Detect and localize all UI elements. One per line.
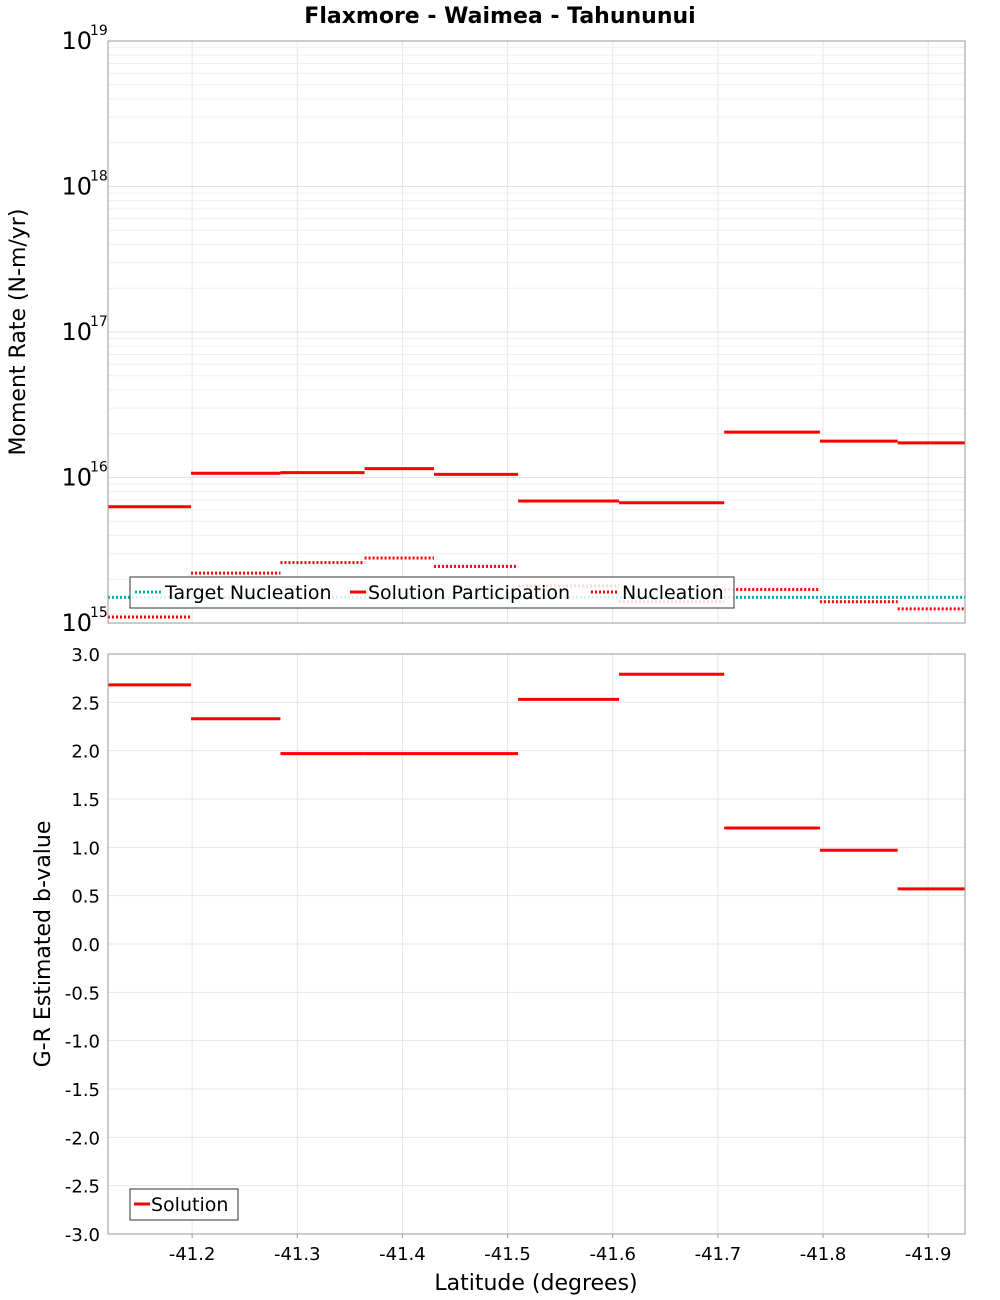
x-tick-label: -41.8: [800, 1244, 847, 1265]
y-tick-label: 10: [61, 464, 92, 492]
y-tick-label: 10: [61, 318, 92, 346]
chart-title: Flaxmore - Waimea - Tahununui: [304, 4, 695, 29]
b-value-series: [108, 672, 965, 891]
y-tick-label: 10: [61, 609, 92, 637]
moment-rate-legend: Target Nucleation Solution Participation N…: [129, 576, 735, 609]
legend-box: [129, 576, 735, 609]
x-tick-label: -41.9: [905, 1244, 952, 1265]
legend-entry-label: Target Nucleation: [164, 582, 332, 604]
y-tick-exponent: 16: [90, 460, 108, 476]
b-value-y-ticks: 3.0 2.5 2.0 1.5 1.0 0.5 0.0 -0.5 -1.0 -1.5 -2.0 -2.…: [65, 645, 100, 1246]
x-tick-label: -41.5: [484, 1244, 531, 1265]
legend-entry-label: Nucleation: [622, 582, 724, 604]
y-tick-exponent: 15: [90, 605, 108, 621]
y-tick-label: 0.5: [71, 887, 100, 908]
y-tick-exponent: 19: [90, 23, 108, 39]
x-tick-label: -41.4: [379, 1244, 426, 1265]
x-tick-label: -41.6: [589, 1244, 636, 1265]
b-value-y-axis-label: G-R Estimated b-value: [31, 821, 56, 1068]
legend-entry-label: Solution Participation: [368, 582, 570, 604]
y-tick-label: -0.5: [65, 983, 100, 1004]
moment-rate-y-axis-label: Moment Rate (N-m/yr): [6, 209, 31, 456]
y-tick-label: 1.5: [71, 790, 100, 811]
y-tick-exponent: 18: [90, 169, 108, 185]
y-tick-label: 2.5: [71, 693, 100, 714]
y-tick-label: 0.0: [71, 935, 100, 956]
y-tick-label: 10: [61, 27, 92, 55]
y-tick-label: -2.5: [65, 1177, 100, 1198]
y-tick-label: 2.0: [71, 742, 100, 763]
y-tick-label: 3.0: [71, 645, 100, 666]
b-value-plot-area: [107, 653, 966, 1235]
y-tick-label: -2.0: [65, 1128, 100, 1149]
y-tick-exponent: 17: [90, 314, 108, 330]
moment-rate-plot-area: [107, 40, 966, 624]
legend-entry-label: Solution: [151, 1194, 228, 1216]
y-tick-label: -1.0: [65, 1032, 100, 1053]
y-tick-label: -1.5: [65, 1080, 100, 1101]
x-tick-label: -41.3: [274, 1244, 321, 1265]
moment-rate-grid: [108, 41, 965, 624]
y-tick-label: 10: [61, 173, 92, 201]
x-tick-label: -41.7: [695, 1244, 742, 1265]
y-tick-label: -3.0: [65, 1225, 100, 1246]
x-tick-label: -41.2: [169, 1244, 216, 1265]
y-tick-label: 1.0: [71, 838, 100, 859]
x-axis-ticks: -41.2 -41.3 -41.4 -41.5 -41.6 -41.7 -41.8 -41.9: [169, 1234, 952, 1265]
b-value-panel: 3.0 2.5 2.0 1.5 1.0 0.5 0.0 -0.5 -1.0 -1.5 -2.0 -2.…: [31, 645, 966, 1246]
x-axis-label: Latitude (degrees): [434, 1271, 637, 1296]
b-value-grid: [108, 653, 965, 1235]
b-value-legend: Solution: [129, 1188, 239, 1221]
